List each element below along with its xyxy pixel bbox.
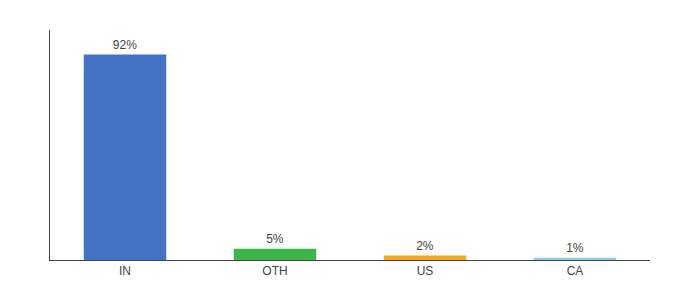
- svg-text:IN: IN: [119, 264, 131, 278]
- svg-text:2%: 2%: [416, 239, 434, 253]
- svg-text:5%: 5%: [266, 232, 284, 246]
- svg-text:US: US: [417, 264, 434, 278]
- svg-text:CA: CA: [567, 264, 584, 278]
- svg-text:OTH: OTH: [262, 264, 287, 278]
- svg-text:1%: 1%: [566, 241, 584, 255]
- svg-text:92%: 92%: [113, 38, 137, 52]
